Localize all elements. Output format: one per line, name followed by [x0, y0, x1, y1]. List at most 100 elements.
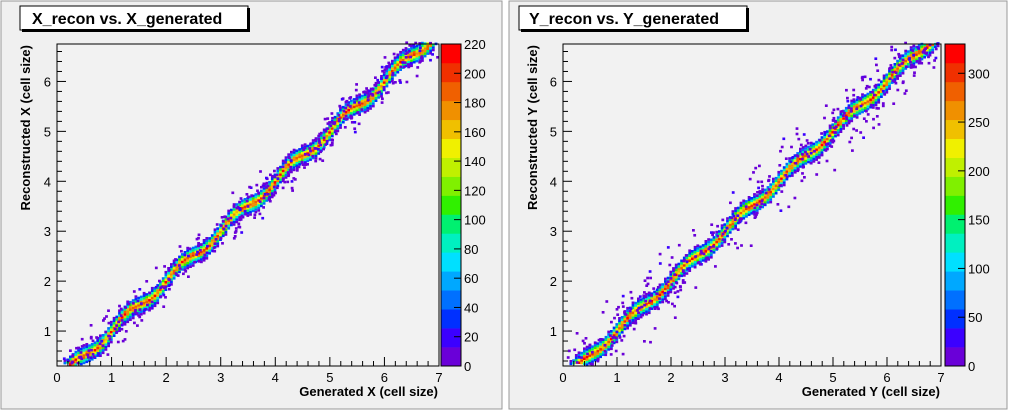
y-tick-label: 2	[550, 274, 557, 289]
heatmap-cell	[780, 174, 783, 178]
y-tick-label: 6	[550, 74, 557, 89]
heatmap-cell	[326, 117, 330, 120]
heatmap-cell	[909, 56, 913, 59]
heatmap-cell	[281, 159, 285, 163]
heatmap-cell	[355, 102, 359, 105]
heatmap-cell	[755, 209, 759, 212]
heatmap-cell	[347, 106, 351, 109]
heatmap-cell	[205, 249, 209, 253]
heatmap-cell	[102, 319, 105, 322]
heatmap-cell	[875, 115, 879, 118]
heatmap-cell	[221, 222, 225, 225]
heatmap-cell	[755, 213, 758, 216]
heatmap-cell	[673, 304, 676, 308]
heatmap-cell	[74, 350, 78, 354]
heatmap-cell	[150, 300, 154, 304]
heatmap-cell	[628, 309, 632, 313]
heatmap-cell	[286, 171, 290, 174]
heatmap-cell	[815, 143, 818, 146]
heatmap-cell	[693, 260, 697, 264]
heatmap-cell	[213, 240, 217, 244]
heatmap-cell	[901, 64, 905, 67]
heatmap-cell	[210, 236, 214, 240]
color-scale-label: 200	[464, 66, 486, 81]
heatmap-cell	[663, 291, 667, 295]
heatmap-cell	[747, 203, 751, 207]
heatmap-cell	[119, 314, 123, 317]
left-heatmap-cells	[62, 41, 439, 366]
heatmap-cell	[621, 301, 625, 305]
heatmap-cell	[352, 105, 356, 109]
heatmap-cell	[634, 311, 638, 315]
heatmap-cell	[897, 63, 901, 67]
heatmap-cell	[707, 238, 710, 241]
heatmap-cell	[642, 294, 646, 297]
heatmap-cell	[788, 169, 791, 173]
heatmap-cell	[156, 301, 160, 305]
heatmap-cell	[156, 296, 160, 300]
heatmap-cell	[281, 169, 285, 173]
heatmap-cell	[118, 314, 121, 317]
heatmap-cell	[784, 174, 788, 177]
heatmap-cell	[349, 96, 353, 99]
heatmap-cell	[802, 165, 805, 169]
heatmap-cell	[734, 209, 737, 213]
heatmap-cell	[809, 141, 813, 145]
heatmap-cell	[912, 52, 916, 55]
heatmap-cell	[170, 275, 173, 279]
heatmap-cell	[628, 316, 632, 320]
heatmap-cell	[699, 248, 702, 251]
heatmap-cell	[262, 202, 266, 205]
heatmap-cell	[896, 67, 899, 70]
heatmap-cell	[853, 107, 856, 111]
heatmap-cell	[298, 158, 301, 161]
heatmap-cell	[839, 112, 843, 116]
heatmap-cell	[368, 89, 371, 93]
heatmap-cell	[696, 256, 700, 260]
y-tick-label: 6	[44, 74, 51, 89]
heatmap-cell	[274, 191, 277, 195]
heatmap-cell	[295, 151, 299, 155]
heatmap-cell	[807, 148, 810, 151]
heatmap-cell	[118, 309, 121, 312]
heatmap-cell	[126, 313, 130, 316]
heatmap-cell	[404, 54, 408, 58]
heatmap-cell	[626, 314, 629, 317]
heatmap-cell	[609, 353, 613, 356]
heatmap-cell	[120, 311, 124, 314]
heatmap-cell	[761, 205, 764, 209]
heatmap-cell	[849, 110, 853, 113]
heatmap-cell	[325, 134, 329, 138]
heatmap-cell	[716, 224, 719, 228]
heatmap-cell	[391, 64, 394, 68]
heatmap-cell	[153, 294, 157, 298]
heatmap-cell	[834, 120, 838, 123]
heatmap-cell	[104, 330, 108, 334]
heatmap-cell	[266, 193, 270, 196]
heatmap-cell	[262, 196, 266, 200]
heatmap-cell	[127, 302, 131, 306]
heatmap-cell	[191, 259, 195, 262]
heatmap-cell	[104, 343, 108, 346]
heatmap-cell	[418, 56, 422, 59]
heatmap-cell	[410, 64, 413, 68]
heatmap-cell	[314, 137, 318, 140]
heatmap-cell	[782, 173, 786, 177]
heatmap-cell	[889, 66, 892, 70]
heatmap-cell	[664, 285, 667, 288]
heatmap-cell	[824, 143, 828, 146]
heatmap-cell	[339, 111, 342, 114]
heatmap-cell	[121, 339, 125, 343]
heatmap-cell	[306, 149, 310, 153]
heatmap-cell	[333, 125, 337, 129]
heatmap-cell	[85, 355, 89, 359]
heatmap-cell	[815, 150, 818, 154]
heatmap-cell	[753, 203, 756, 206]
heatmap-cell	[224, 220, 228, 224]
heatmap-cell	[615, 323, 619, 326]
heatmap-cell	[685, 256, 689, 260]
heatmap-cell	[790, 169, 794, 172]
heatmap-cell	[888, 87, 891, 90]
y-tick-label: 5	[44, 124, 51, 139]
